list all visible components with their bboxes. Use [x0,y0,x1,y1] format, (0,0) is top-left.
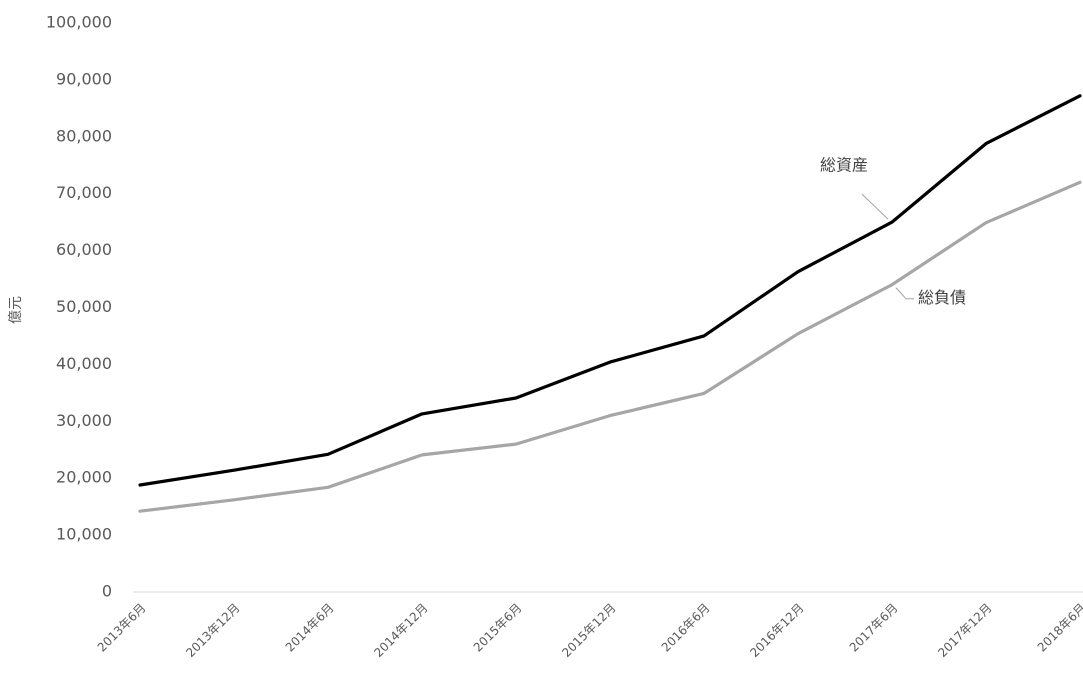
x-tick-label: 2016年12月 [747,601,806,660]
y-tick-label: 100,000 [46,13,112,32]
x-tick-label: 2014年6月 [283,601,337,655]
x-tick-label: 2013年6月 [95,601,149,655]
series-line-1 [138,180,1082,513]
y-tick-label: 40,000 [56,354,112,373]
y-tick-label: 10,000 [56,525,112,544]
annotation-leader-line [895,287,914,300]
series-line-0 [138,94,1082,487]
x-tick-label: 2017年6月 [847,601,901,655]
y-axis-title: 億元 [8,296,24,324]
x-tick-label: 2013年12月 [183,601,242,660]
x-axis-tick-labels: 2013年6月 2013年12月 2014年6月 2014年12月 2015年6月 201… [95,601,1083,660]
x-tick-label: 2017年12月 [935,601,994,660]
y-tick-label: 20,000 [56,468,112,487]
y-tick-label: 30,000 [56,411,112,430]
x-tick-label: 2015年12月 [559,601,618,660]
x-tick-label: 2014年12月 [371,601,430,660]
series-lines [138,94,1082,513]
annotation-total-liabilities: 総負債 [918,288,966,307]
y-tick-label: 70,000 [56,183,112,202]
y-tick-label: 60,000 [56,240,112,259]
annotation-total-assets: 総資産 [820,156,868,175]
y-axis-tick-labels: 0 10,000 20,000 30,000 40,000 50,000 60,000 70,… [46,13,112,601]
y-tick-label: 90,000 [56,69,112,88]
annotation-leader-line [861,193,889,220]
x-tick-label: 2018年6月 [1035,601,1083,655]
y-tick-label: 0 [102,582,112,601]
x-tick-label: 2016年6月 [659,601,713,655]
y-tick-label: 50,000 [56,297,112,316]
x-tick-label: 2015年6月 [471,601,525,655]
y-tick-label: 80,000 [56,126,112,145]
